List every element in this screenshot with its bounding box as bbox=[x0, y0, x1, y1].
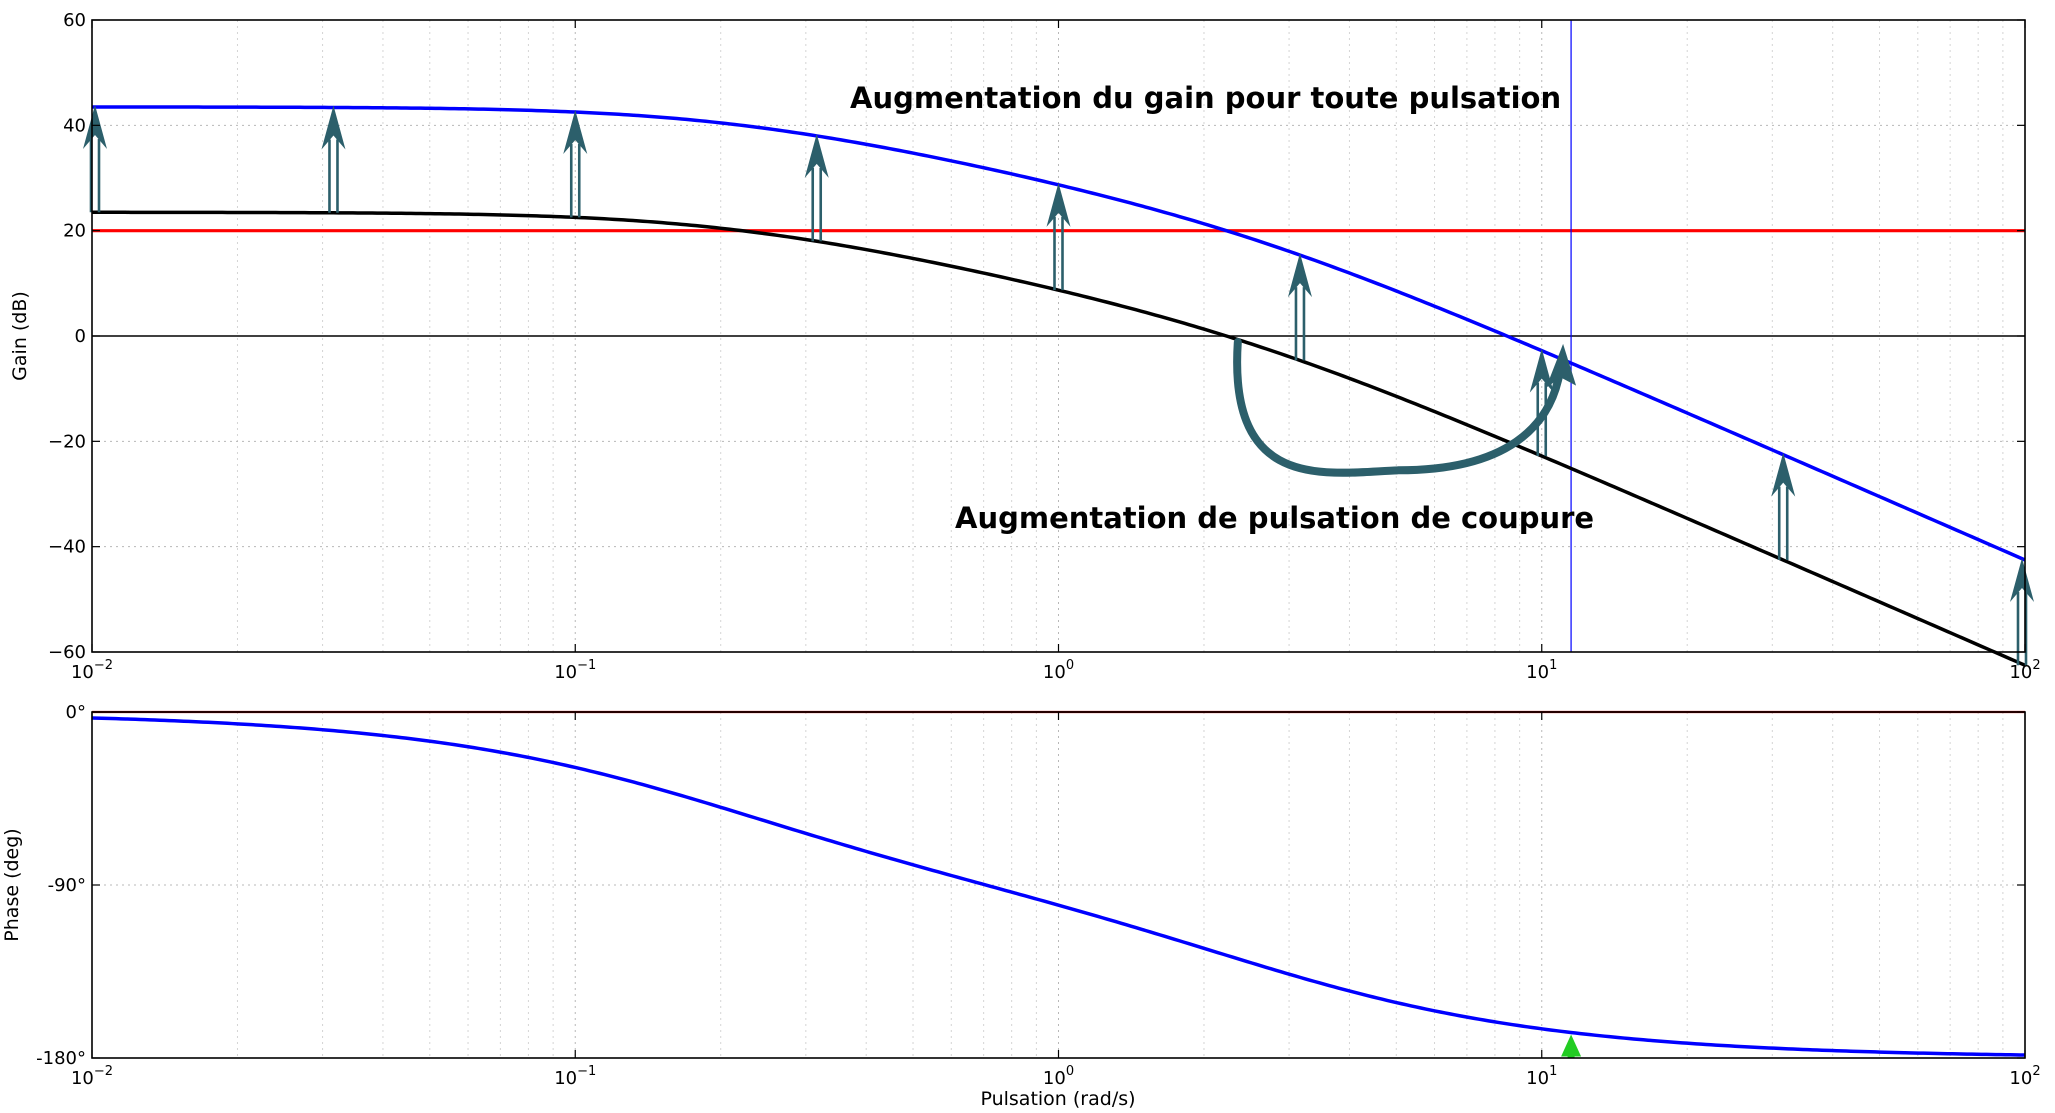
phase-x-ticks: 10−2 10−1 100 101 102 bbox=[71, 712, 2041, 1089]
gain-arrow-head bbox=[1529, 348, 1554, 393]
corrected-phase-curve bbox=[91, 716, 2026, 1057]
crossover-increase-annotation: Augmentation de pulsation de coupure bbox=[955, 501, 1594, 535]
x-tick-label: 10−2 bbox=[71, 658, 113, 683]
gain-arrow-head bbox=[1046, 182, 1071, 227]
y-tick-label: −20 bbox=[48, 431, 86, 452]
gain-y-ticks: −60 −40 −20 0 20 40 60 bbox=[48, 10, 2025, 663]
x-tick-label: 10−2 bbox=[71, 1064, 113, 1089]
gain-arrow-head bbox=[83, 104, 107, 149]
x-axis-label: Pulsation (rad/s) bbox=[980, 1088, 1135, 1110]
y-tick-label: -180° bbox=[36, 1048, 86, 1069]
gain-panel: −60 −40 −20 0 20 40 60 10−2 10−1 100 101 102 Gain … bbox=[9, 10, 2041, 683]
x-tick-label: 101 bbox=[1526, 658, 1557, 683]
x-tick-label: 101 bbox=[1526, 1064, 1557, 1089]
gain-arrow-head bbox=[2010, 557, 2034, 602]
gain-arrow-head bbox=[804, 133, 829, 178]
phase-grid bbox=[92, 712, 2025, 1058]
phase-y-ticks: -180° -90° 0° bbox=[36, 702, 2025, 1069]
phase-y-axis-label: Phase (deg) bbox=[1, 828, 23, 941]
gain-arrow-head bbox=[563, 110, 588, 155]
x-tick-label: 100 bbox=[1043, 658, 1074, 683]
y-tick-label: 40 bbox=[63, 115, 86, 136]
y-tick-label: 20 bbox=[63, 221, 86, 242]
gain-y-axis-label: Gain (dB) bbox=[9, 291, 31, 381]
y-tick-label: 0 bbox=[75, 326, 86, 347]
x-tick-label: 10−1 bbox=[554, 1064, 596, 1089]
x-tick-label: 100 bbox=[1043, 1064, 1074, 1089]
x-tick-label: 102 bbox=[2009, 658, 2040, 683]
y-tick-label: −60 bbox=[48, 642, 86, 663]
gain-arrow-head bbox=[1771, 452, 1796, 497]
crossover-shift-arrow bbox=[1233, 338, 1564, 477]
gain-arrow-head bbox=[1287, 253, 1312, 298]
x-tick-label: 10−1 bbox=[554, 658, 596, 683]
y-tick-label: -90° bbox=[48, 875, 86, 896]
y-tick-label: 0° bbox=[66, 702, 86, 723]
y-tick-label: 60 bbox=[63, 10, 86, 31]
gain-increase-annotation: Augmentation du gain pour toute pulsatio… bbox=[850, 81, 1561, 115]
plant-gain-curve bbox=[92, 210, 2026, 667]
x-tick-label: 102 bbox=[2009, 1064, 2040, 1089]
phase-panel: -180° -90° 0° 10−2 10−1 100 101 102 Phase (deg… bbox=[1, 702, 2041, 1110]
y-tick-label: −40 bbox=[48, 537, 86, 558]
gain-x-ticks: 10−2 10−1 100 101 102 bbox=[71, 20, 2041, 683]
crossover-phase-marker-head bbox=[1561, 1034, 1582, 1057]
gain-arrow-head bbox=[321, 105, 346, 150]
gain-shift-arrows bbox=[83, 104, 2034, 666]
crossover-shift-arrowhead bbox=[1546, 343, 1577, 388]
